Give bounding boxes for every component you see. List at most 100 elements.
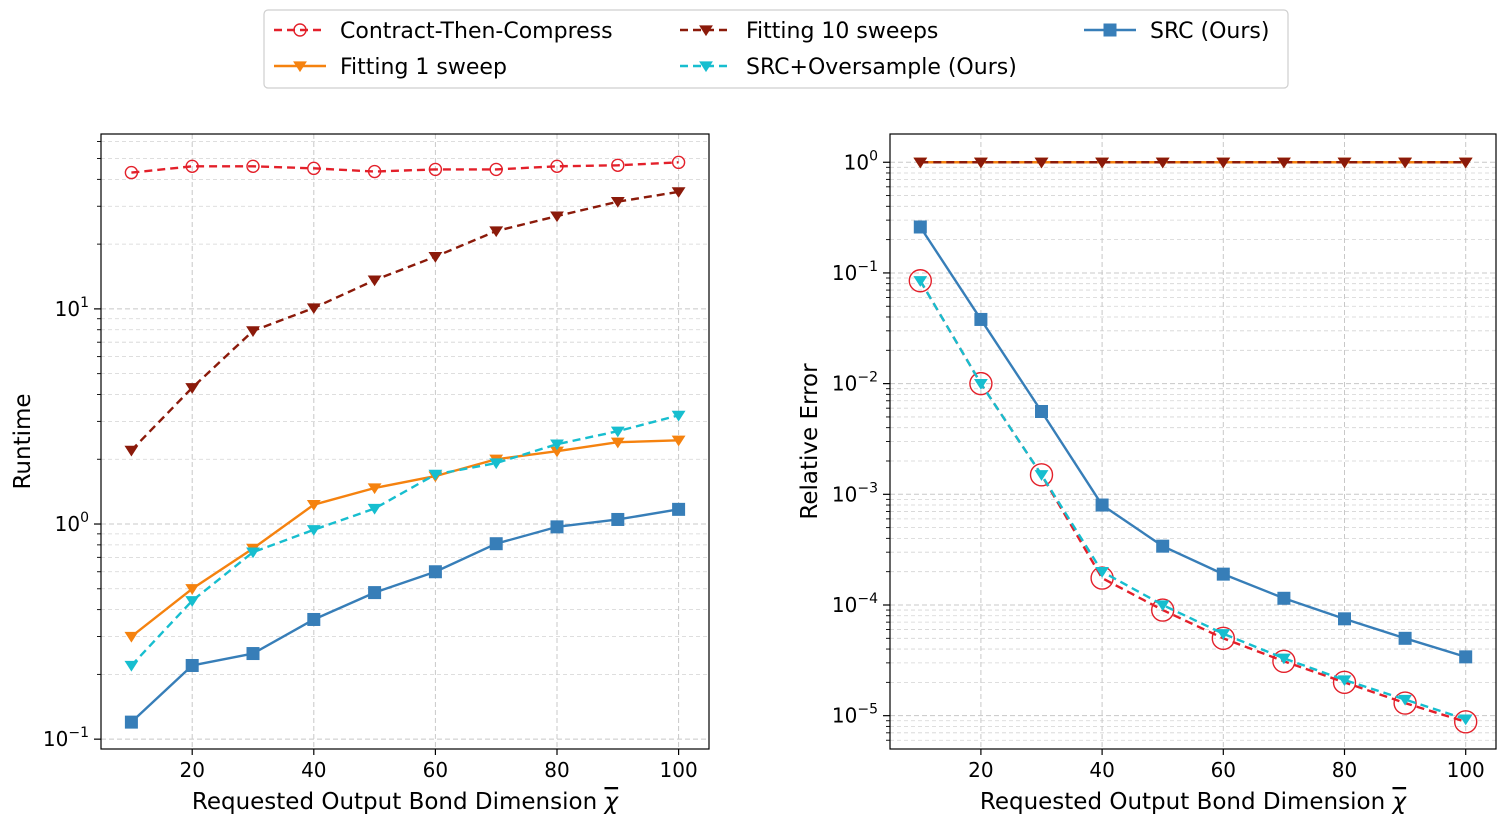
- legend-marker-srco: [699, 61, 713, 73]
- data-point-src: [1216, 567, 1230, 581]
- data-point-srco: [185, 596, 200, 607]
- data-point-src: [185, 658, 199, 672]
- y-tick-exponent: 1: [80, 295, 89, 311]
- y-tick-base: 10: [832, 372, 857, 396]
- data-point-fit10: [1155, 157, 1170, 169]
- data-point-src: [913, 220, 927, 234]
- data-point-src: [611, 512, 625, 526]
- x-axis-label-text: Requested Output Bond Dimension: [980, 789, 1393, 815]
- y-axis-label: Runtime: [10, 393, 36, 489]
- data-point-ctc: [969, 371, 993, 396]
- legend-marker-src: [1103, 23, 1117, 37]
- y-tick-exponent: −1: [857, 259, 878, 275]
- data-point-fit10: [1276, 157, 1291, 169]
- legend-entry-src: SRC (Ours): [1084, 19, 1269, 44]
- x-tick-label: 40: [1089, 758, 1114, 782]
- x-tick-label: 60: [423, 758, 448, 782]
- data-point-srco: [913, 276, 928, 287]
- data-point-fit10: [550, 211, 564, 223]
- data-point-src: [550, 520, 564, 534]
- legend-label: SRC+Oversample (Ours): [746, 55, 1017, 80]
- series-line-ctc: [131, 161, 679, 174]
- data-point-src: [974, 312, 988, 326]
- x-tick-label: 80: [544, 758, 569, 782]
- data-point-fit10: [1095, 157, 1110, 169]
- series-line-srco: [919, 280, 1467, 721]
- data-point-srco: [306, 525, 321, 536]
- data-point-fit10: [246, 326, 260, 338]
- data-point-fit1: [306, 500, 321, 511]
- y-tick-exponent: −4: [857, 591, 878, 607]
- series-line-src: [130, 508, 679, 723]
- y-tick-base: 10: [832, 261, 857, 285]
- data-point-ctc: [307, 161, 321, 176]
- data-point-fit1: [671, 435, 686, 447]
- y-axis-label: Relative Error: [797, 363, 823, 520]
- data-point-srco: [1034, 470, 1049, 481]
- axes-frame: [889, 133, 1497, 750]
- data-point-srco: [671, 410, 686, 422]
- data-point-ctc: [1150, 598, 1175, 622]
- data-point-fit10: [367, 275, 382, 287]
- data-point-src: [246, 647, 260, 661]
- series-ctc: [124, 155, 686, 180]
- series-src: [913, 220, 1473, 664]
- data-point-ctc: [185, 159, 199, 174]
- y-tick-base: 10: [832, 704, 857, 728]
- data-point-fit10: [1458, 157, 1473, 169]
- data-point-fit1: [124, 631, 139, 643]
- series-srco: [913, 276, 1473, 726]
- data-point-src: [1338, 612, 1351, 626]
- y-tick-base: 10: [832, 482, 857, 506]
- series-fit10: [124, 187, 686, 457]
- x-tick-label: 60: [1211, 758, 1236, 782]
- legend: Contract-Then-Compress Fitting 10 sweeps S…: [263, 9, 1289, 89]
- data-point-srco: [550, 439, 564, 451]
- data-point-srco: [610, 426, 625, 438]
- data-point-srco: [124, 660, 139, 672]
- y-tick-label: 10−2: [832, 370, 878, 396]
- x-tick-label: 80: [1332, 758, 1357, 782]
- data-point-src: [428, 565, 442, 579]
- legend-label: SRC (Ours): [1150, 19, 1269, 44]
- data-point-ctc: [550, 159, 564, 174]
- data-point-src: [1095, 498, 1109, 512]
- y-tick-exponent: −5: [857, 702, 878, 718]
- data-point-src: [1459, 650, 1473, 664]
- x-axis-label: Requested Output Bond Dimension χ: [980, 789, 1408, 815]
- data-point-fit10: [185, 383, 200, 394]
- series-fit1: [913, 157, 1473, 169]
- legend-marker-ctc: [293, 23, 307, 37]
- data-point-fit10: [973, 157, 988, 169]
- data-point-fit1: [185, 584, 200, 595]
- y-tick-base: 10: [55, 512, 80, 536]
- data-point-srco: [1337, 675, 1352, 687]
- data-point-src: [124, 715, 138, 729]
- data-point-ctc: [428, 162, 443, 177]
- legend-marker-fit1: [293, 61, 307, 73]
- data-point-ctc: [1393, 691, 1417, 715]
- data-point-ctc: [489, 162, 503, 177]
- series-line-ctc: [919, 280, 1467, 723]
- data-point-src: [1277, 591, 1291, 605]
- data-point-fit10: [489, 226, 504, 238]
- x-tick-label: 20: [968, 758, 993, 782]
- data-point-ctc: [246, 159, 260, 174]
- x-tick-label: 100: [1447, 758, 1485, 782]
- data-point-src: [1398, 631, 1412, 645]
- series-line-fit1: [130, 439, 679, 638]
- legend-label: Fitting 10 sweeps: [746, 19, 938, 44]
- x-axis-label: Requested Output Bond Dimension χ: [192, 789, 620, 815]
- y-tick-base: 10: [55, 297, 80, 321]
- x-tick-label: 20: [179, 758, 204, 782]
- legend-frame: [263, 9, 1289, 89]
- data-point-src: [307, 612, 321, 626]
- data-point-ctc: [671, 155, 686, 170]
- data-point-fit10: [428, 251, 443, 263]
- data-point-srco: [1095, 567, 1110, 578]
- x-tick-label: 40: [301, 758, 326, 782]
- legend-entry-ctc: Contract-Then-Compress: [274, 19, 613, 44]
- y-tick-base: 10: [844, 150, 869, 174]
- data-point-srco: [428, 469, 443, 481]
- series-fit10: [913, 157, 1473, 169]
